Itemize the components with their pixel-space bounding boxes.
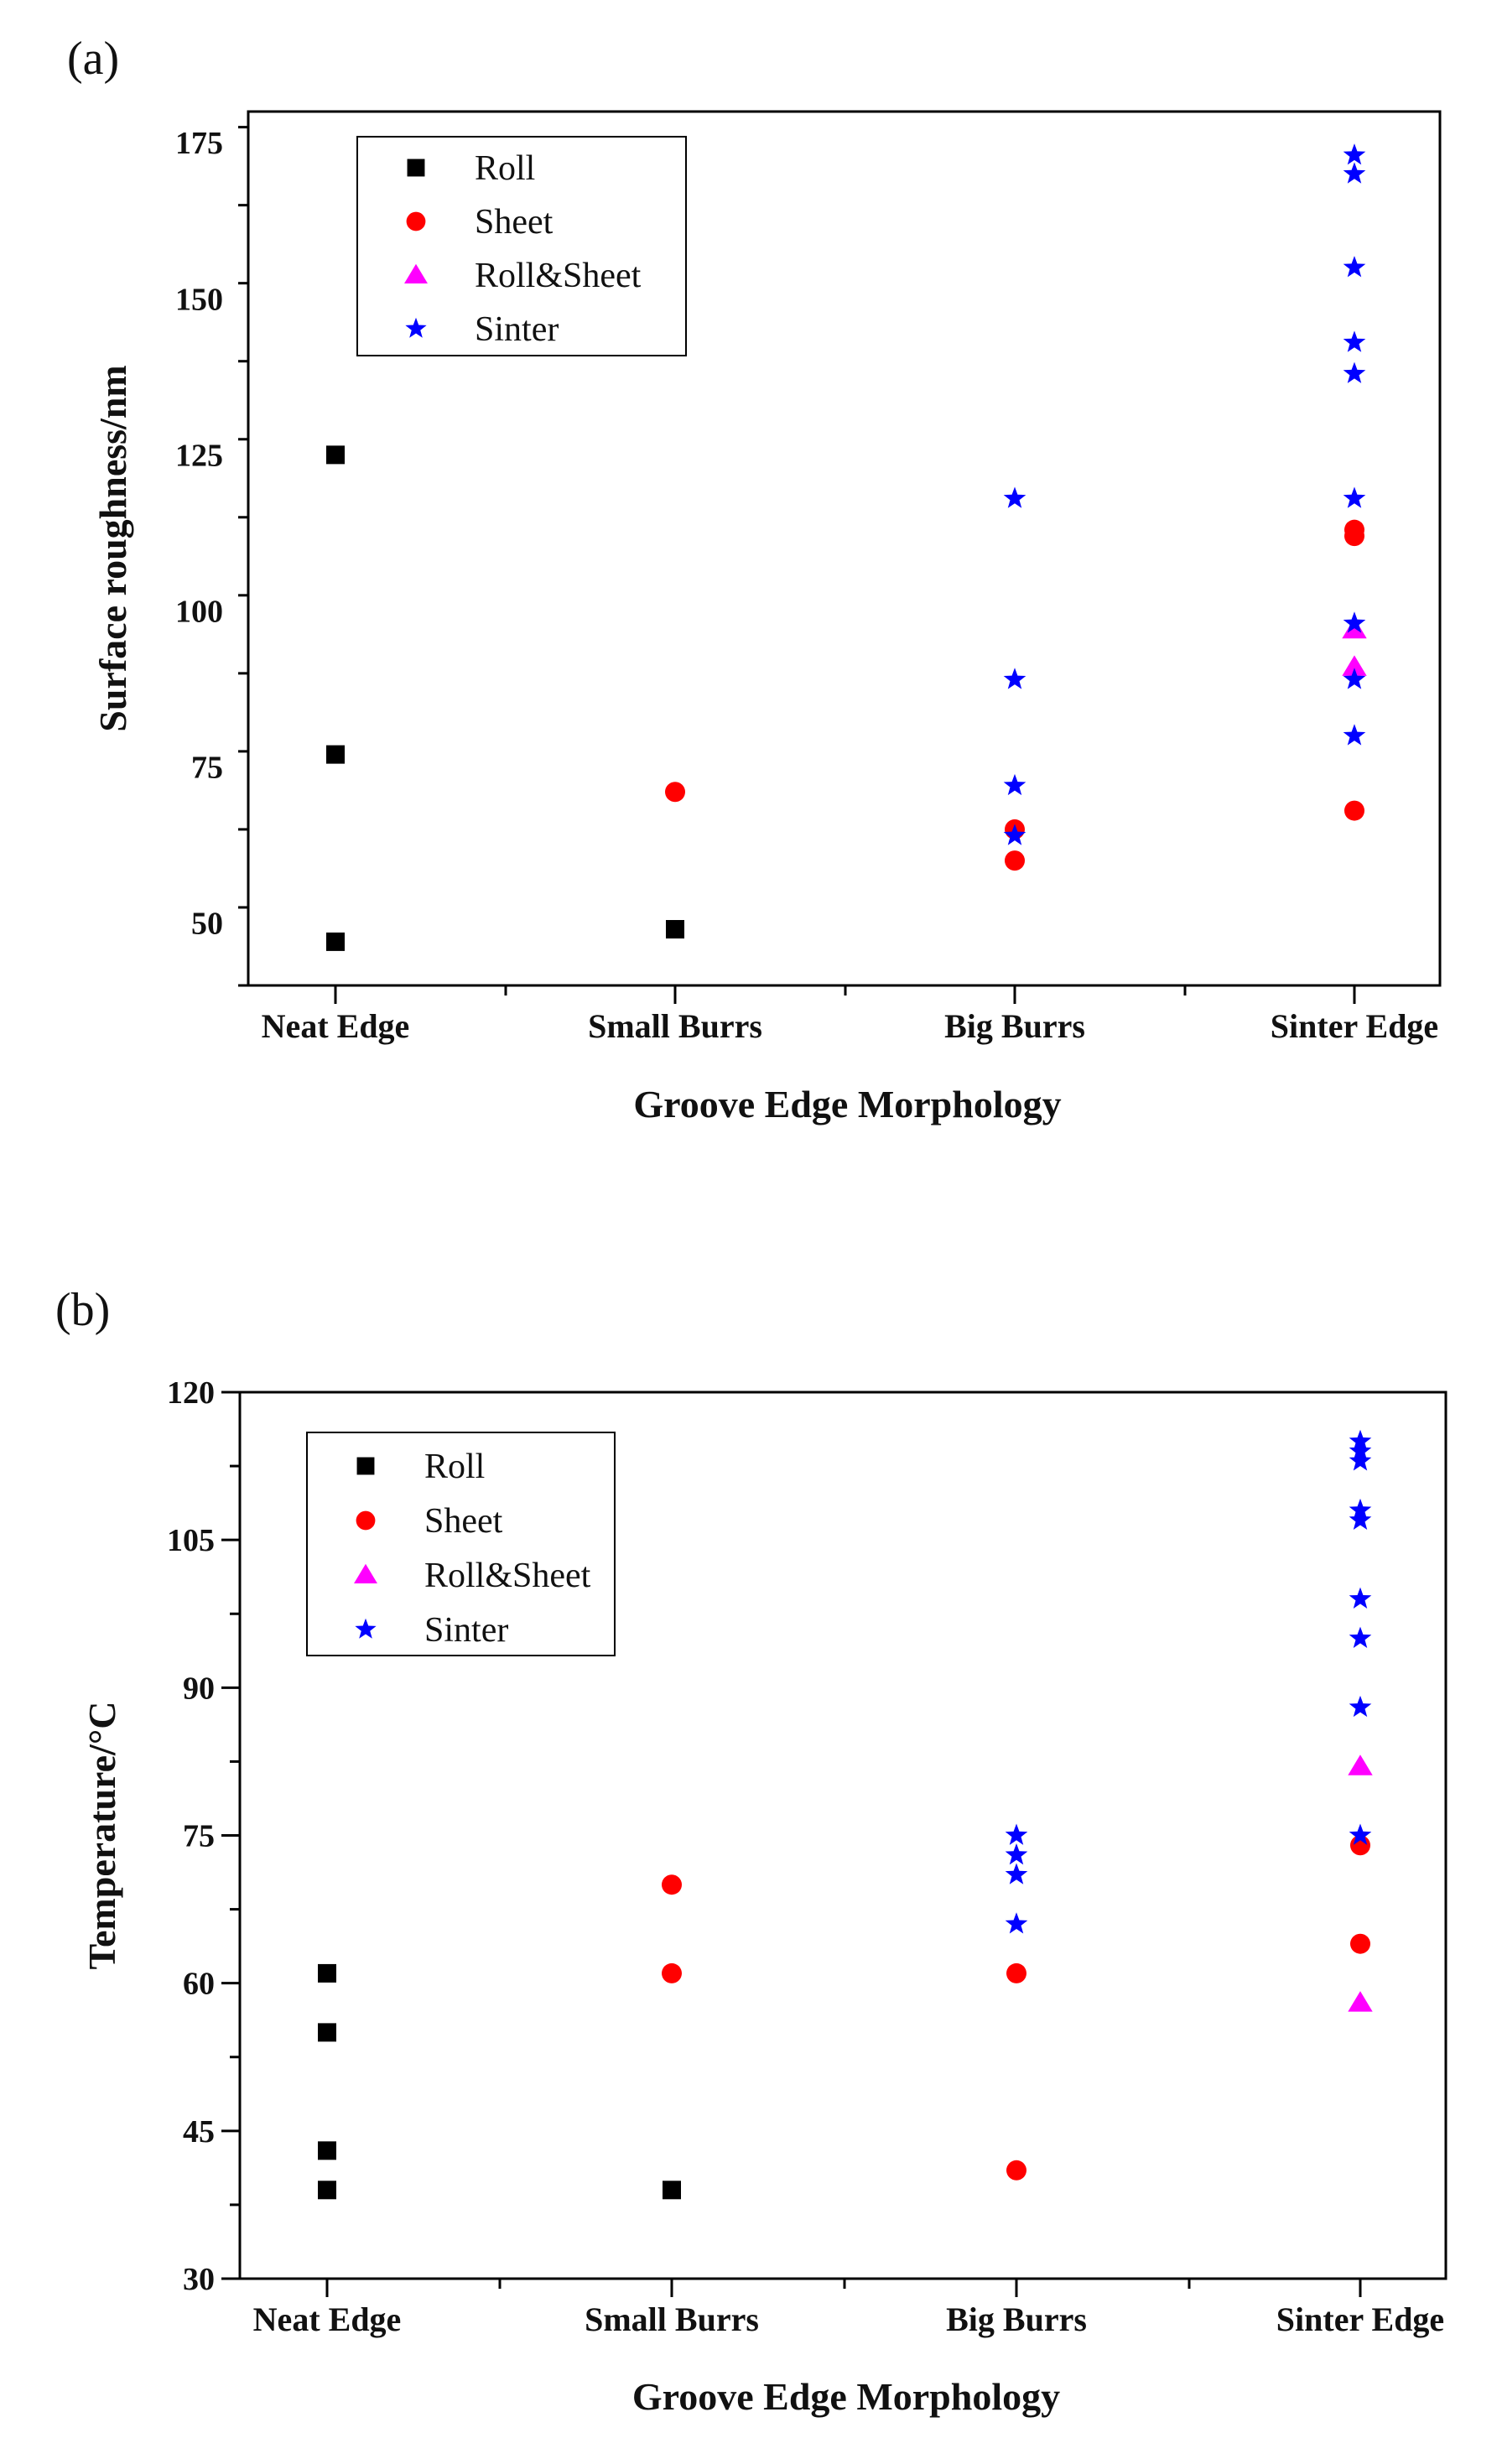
legend-label: Roll: [475, 149, 535, 188]
x-tick-label: Sinter Edge: [1271, 1007, 1438, 1045]
panel-label: (a): [67, 33, 119, 85]
x-tick-label: Neat Edge: [262, 1007, 410, 1045]
x-tick-label: Neat Edge: [253, 2300, 402, 2338]
legend: Roll Sheet Roll&Sheet Sinter: [356, 136, 687, 356]
data-point-sheet: [1005, 850, 1025, 871]
data-points: [318, 1429, 1373, 2200]
data-point-sinter: [1349, 1695, 1372, 1718]
legend-label: Sinter: [424, 1611, 508, 1650]
x-tick-label: Sinter Edge: [1276, 2300, 1444, 2338]
data-point-roll: [326, 745, 345, 764]
legend-label: Roll&Sheet: [475, 257, 642, 295]
legend-marker-roll: [407, 159, 425, 177]
data-point-sinter: [1349, 1587, 1372, 1609]
data-point-roll-and-sheet: [1348, 1991, 1373, 2012]
data-point-sheet: [1344, 526, 1364, 547]
data-point-sinter: [1343, 330, 1366, 352]
legend-label: Roll: [424, 1448, 485, 1486]
data-point-sinter: [1343, 611, 1366, 633]
x-axis-title: Groove Edge Morphology: [633, 1083, 1061, 1125]
data-point-sinter: [1343, 162, 1366, 184]
y-axis-title: Surface roughness/nm: [91, 365, 134, 731]
y-tick-label: 175: [175, 126, 223, 161]
data-point-sinter: [1003, 668, 1026, 689]
data-point-sheet: [662, 1874, 682, 1895]
x-tick-label: Small Burrs: [588, 1007, 762, 1045]
data-point-sinter: [1343, 143, 1366, 165]
data-point-sinter: [1343, 256, 1366, 278]
y-tick-label: 105: [167, 1523, 215, 1558]
legend-marker-roll: [356, 1457, 375, 1475]
data-point-sheet: [1344, 800, 1364, 821]
legend-marker-sheet: [356, 1510, 376, 1531]
data-point-sinter: [1003, 773, 1026, 796]
y-tick-label: 120: [167, 1375, 215, 1411]
y-tick-label: 125: [175, 438, 223, 473]
legend-label: Sheet: [424, 1502, 503, 1541]
data-point-roll: [326, 932, 345, 951]
chart-panel-a: (a) 50 75 100 125 150 175 Neat Edge Small Burrs B…: [67, 33, 1442, 1125]
data-point-sheet: [1006, 2160, 1026, 2181]
legend-marker-sinter: [355, 1618, 377, 1639]
data-point-roll: [326, 445, 345, 465]
panel-label: (b): [55, 1284, 110, 1336]
legend: Roll Sheet Roll&Sheet Sinter: [306, 1432, 616, 1656]
legend-marker-roll-and-sheet: [354, 1563, 377, 1583]
y-tick-label: 100: [175, 594, 223, 629]
y-tick-label: 150: [175, 282, 223, 317]
data-point-sinter: [1003, 824, 1026, 845]
y-tick-label: 50: [191, 907, 223, 942]
data-point-roll-and-sheet: [1342, 655, 1367, 676]
data-point-roll: [318, 2141, 336, 2160]
y-tick-label: 75: [191, 751, 223, 786]
data-point-roll: [663, 2181, 681, 2200]
data-point-sheet: [665, 782, 685, 803]
y-tick-label: 75: [183, 1819, 215, 1854]
data-point-sinter: [1005, 1863, 1028, 1884]
data-point-sinter: [1343, 486, 1366, 508]
legend-label: Sinter: [475, 310, 559, 349]
chart-panel-b: (b) 30 45 60 75 90 105 120 Neat Edge Small Burrs B…: [55, 1284, 1447, 2418]
data-point-sinter: [1343, 724, 1366, 746]
data-point-sinter: [1349, 1449, 1372, 1471]
data-point-sinter: [1349, 1626, 1372, 1648]
x-tick-label: Big Burrs: [946, 2300, 1087, 2338]
x-tick-label: Big Burrs: [944, 1007, 1085, 1045]
legend-marker-sinter: [405, 317, 427, 338]
y-tick-label: 30: [183, 2262, 215, 2297]
data-point-sinter: [1349, 1823, 1372, 1845]
data-point-sinter: [1003, 486, 1026, 508]
data-point-sinter: [1005, 1912, 1028, 1934]
x-tick-label: Small Burrs: [585, 2300, 759, 2338]
legend-label: Roll&Sheet: [424, 1557, 591, 1595]
data-point-sheet: [662, 1962, 682, 1983]
data-point-sinter: [1349, 1508, 1372, 1530]
data-point-roll: [318, 1963, 336, 1983]
legend-marker-sheet: [406, 211, 426, 231]
data-point-sinter: [1343, 668, 1366, 689]
data-point-sinter: [1005, 1823, 1028, 1845]
y-tick-label: 60: [183, 1967, 215, 2002]
y-tick-label: 90: [183, 1671, 215, 1706]
data-point-sheet: [1006, 1962, 1026, 1983]
legend-label: Sheet: [475, 203, 554, 242]
data-point-roll: [318, 2023, 336, 2042]
legend-marker-roll-and-sheet: [404, 263, 428, 283]
y-axis-title: Temperature/°C: [81, 1702, 123, 1970]
data-point-sheet: [1350, 1933, 1370, 1954]
data-point-roll: [318, 2181, 336, 2200]
data-point-sinter: [1343, 361, 1366, 383]
data-point-roll: [666, 920, 684, 939]
y-tick-label: 45: [183, 2114, 215, 2150]
x-axis-title: Groove Edge Morphology: [632, 2375, 1060, 2418]
data-point-sinter: [1005, 1843, 1028, 1865]
data-points: [326, 143, 1367, 951]
data-point-roll-and-sheet: [1348, 1754, 1373, 1775]
